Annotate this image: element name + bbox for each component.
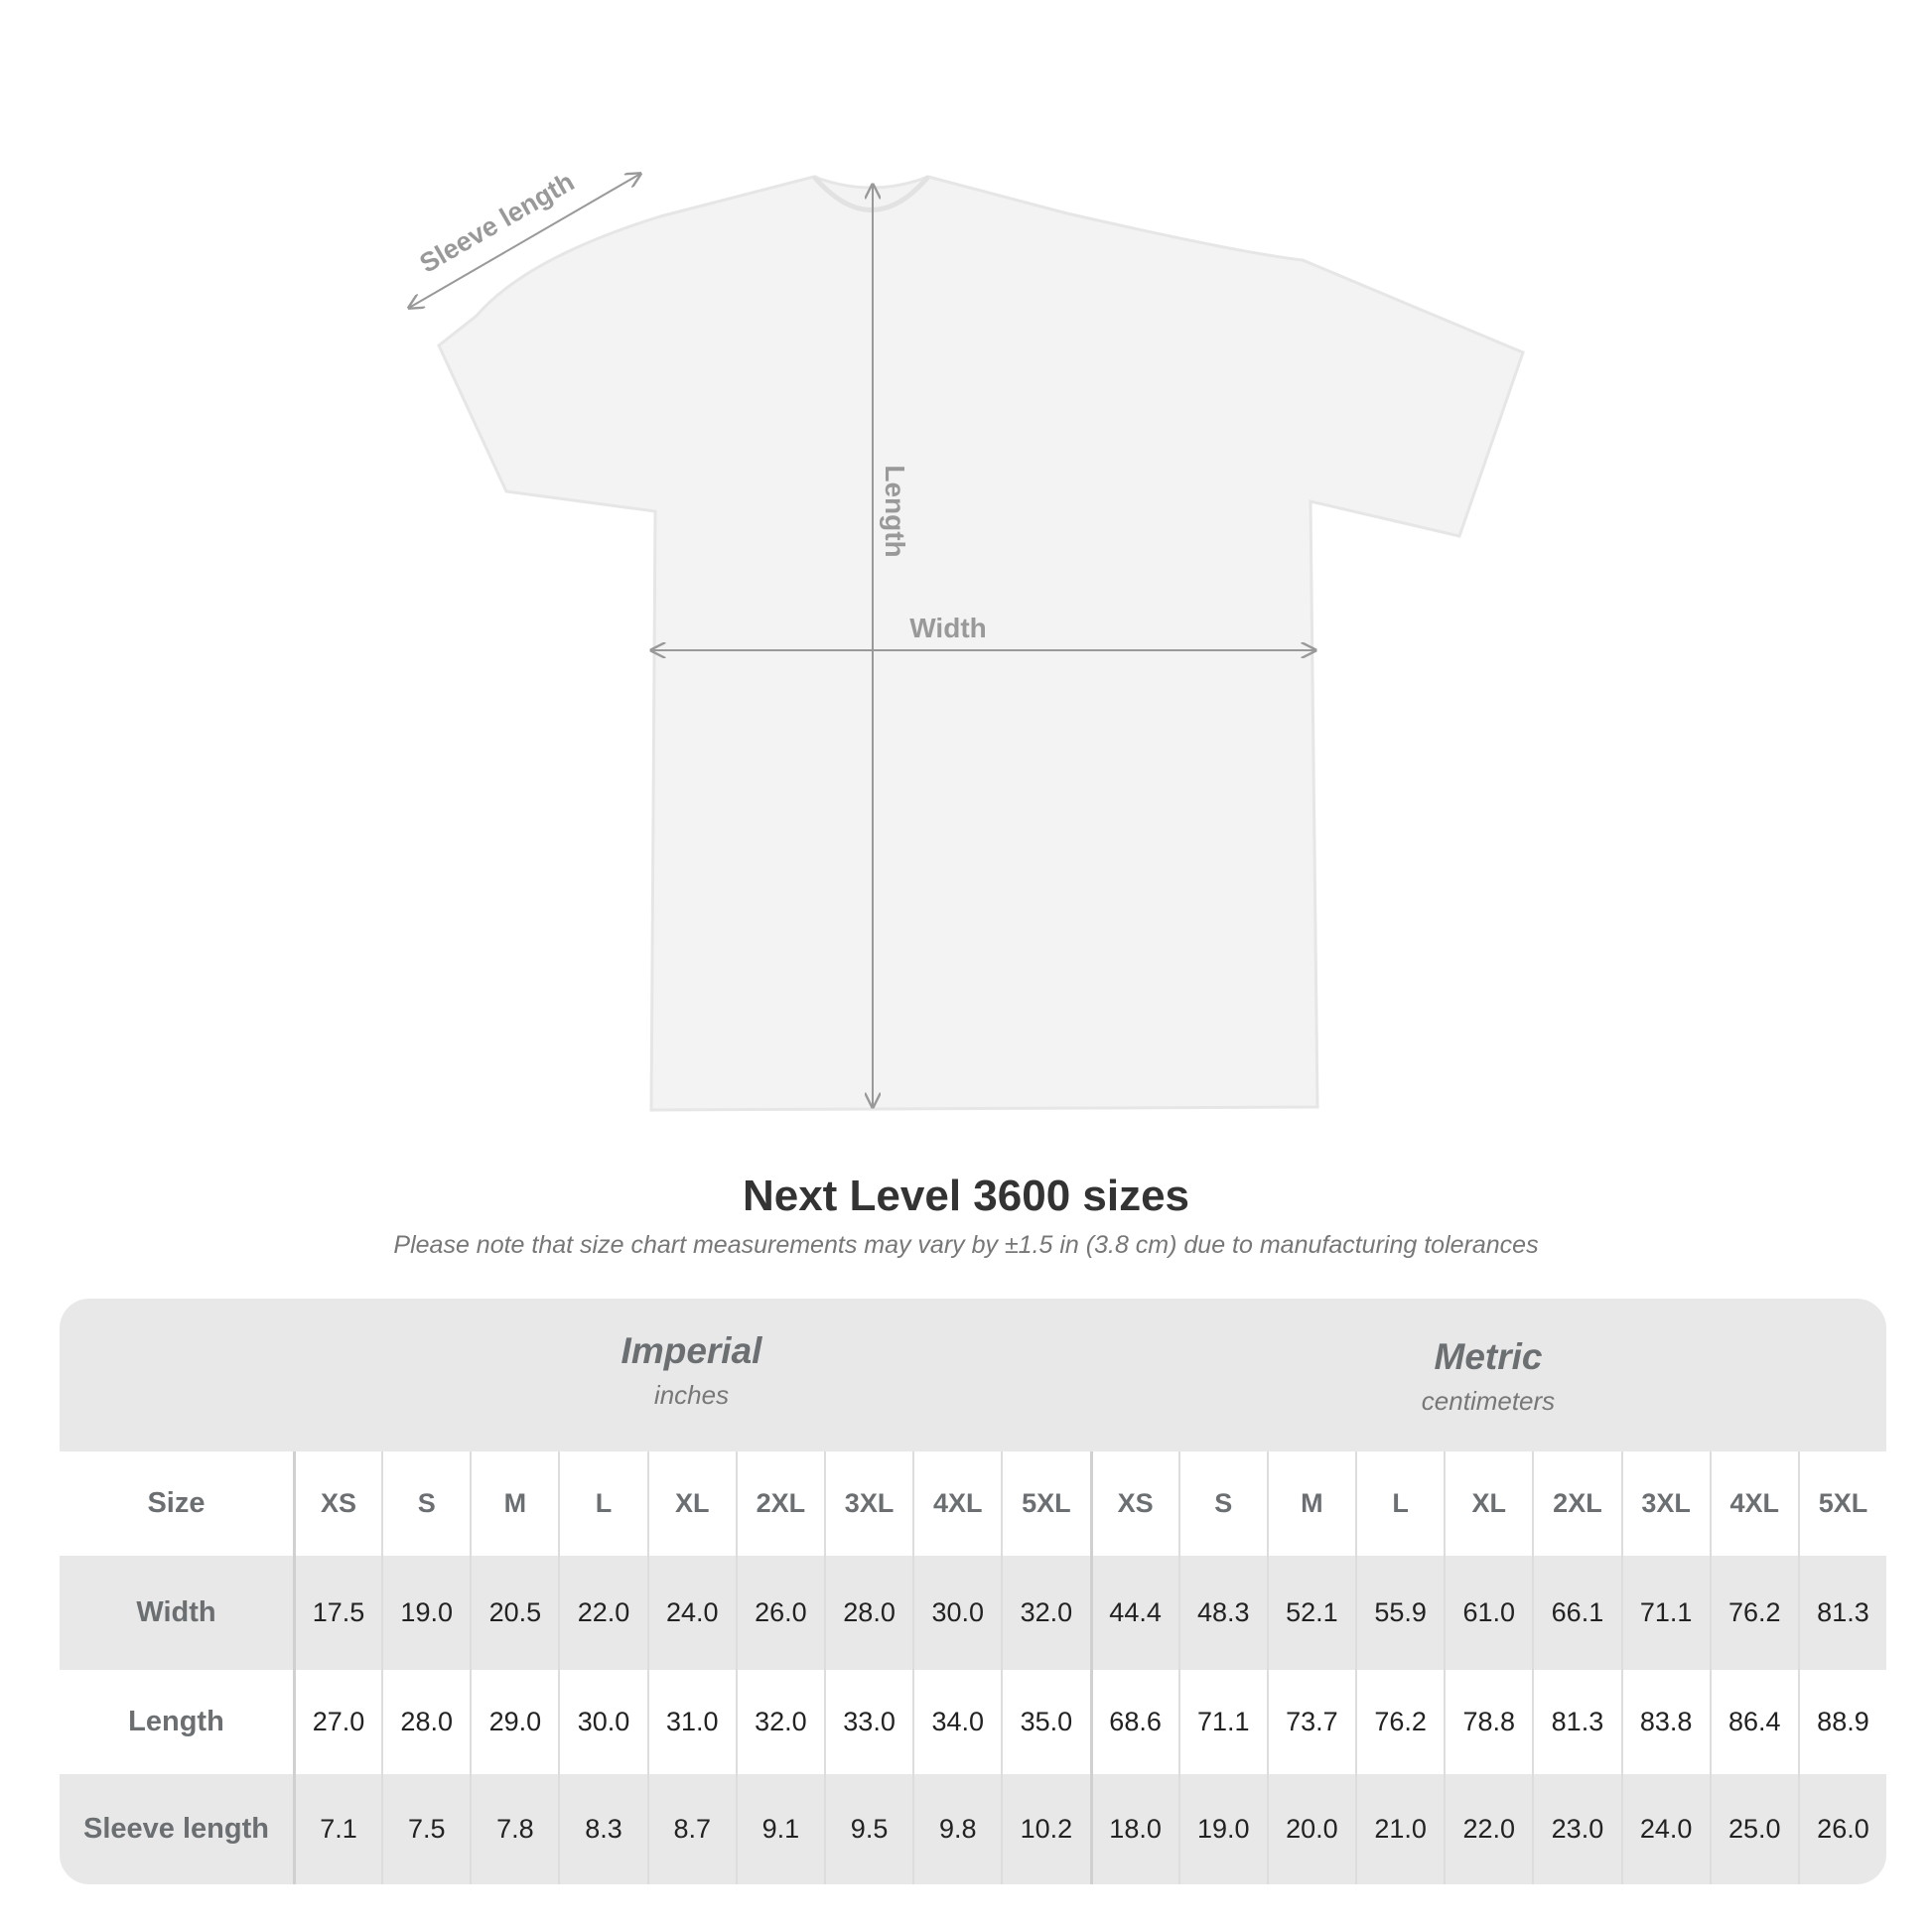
metric-value-cell: 66.1 xyxy=(1532,1556,1620,1670)
metric-value-cell: 88.9 xyxy=(1797,1670,1886,1774)
metric-value-cell: 44.4 xyxy=(1089,1556,1178,1670)
imperial-value-cell: 9.8 xyxy=(912,1774,1001,1884)
metric-value-cell: 22.0 xyxy=(1444,1774,1532,1884)
metric-value-cell: 23.0 xyxy=(1532,1774,1620,1884)
metric-unit: centimeters xyxy=(1421,1386,1556,1416)
imperial-value-cell: 26.0 xyxy=(735,1556,824,1670)
metric-value-cell: 86.4 xyxy=(1709,1670,1798,1774)
row-label: Sleeve length xyxy=(82,1813,269,1845)
metric-size-header: M xyxy=(1266,1451,1355,1556)
imperial-size-header: L xyxy=(558,1451,646,1556)
imperial-value-cell: 10.2 xyxy=(1001,1774,1089,1884)
metric-value-cell: 68.6 xyxy=(1089,1670,1178,1774)
table-row: Sleeve length 7.1 7.5 7.8 8.3 8.7 9.1 9.5 9.8 10.… xyxy=(60,1774,1886,1884)
imperial-value-cell: 8.3 xyxy=(558,1774,646,1884)
table-row: Width 17.5 19.0 20.5 22.0 24.0 26.0 28.0 30.0 32.… xyxy=(60,1556,1886,1670)
imperial-value-cell: 29.0 xyxy=(470,1670,558,1774)
width-label: Width xyxy=(909,613,987,643)
tshirt-shape xyxy=(437,175,1525,1112)
metric-value-cell: 78.8 xyxy=(1444,1670,1532,1774)
imperial-value-cell: 27.0 xyxy=(292,1670,381,1774)
metric-value-cell: 76.2 xyxy=(1709,1556,1798,1670)
metric-label: Metric xyxy=(1434,1336,1543,1377)
metric-size-header: 5XL xyxy=(1797,1451,1886,1556)
metric-value-cell: 76.2 xyxy=(1355,1670,1444,1774)
metric-size-header: XS xyxy=(1089,1451,1178,1556)
row-label: Width xyxy=(136,1596,216,1628)
metric-value-cell: 21.0 xyxy=(1355,1774,1444,1884)
imperial-value-cell: 32.0 xyxy=(1001,1556,1089,1670)
metric-size-header: 4XL xyxy=(1709,1451,1798,1556)
metric-value-cell: 71.1 xyxy=(1620,1556,1710,1670)
imperial-label: Imperial xyxy=(621,1330,762,1371)
metric-value-cell: 52.1 xyxy=(1266,1556,1355,1670)
metric-header: Metric centimeters xyxy=(1090,1299,1886,1451)
metric-value-cell: 19.0 xyxy=(1177,1774,1267,1884)
imperial-value-cell: 20.5 xyxy=(470,1556,558,1670)
imperial-size-header: S xyxy=(381,1451,470,1556)
metric-value-cell: 48.3 xyxy=(1177,1556,1267,1670)
imperial-value-cell: 9.1 xyxy=(735,1774,824,1884)
metric-value-cell: 55.9 xyxy=(1355,1556,1444,1670)
length-label: Length xyxy=(880,465,910,557)
metric-value-cell: 24.0 xyxy=(1620,1774,1710,1884)
metric-value-cell: 83.8 xyxy=(1620,1670,1710,1774)
metric-value-cell: 81.3 xyxy=(1797,1556,1886,1670)
row-label: Size xyxy=(147,1487,206,1519)
metric-value-cell: 81.3 xyxy=(1532,1670,1620,1774)
imperial-size-header: 2XL xyxy=(735,1451,824,1556)
imperial-size-header: M xyxy=(470,1451,558,1556)
imperial-value-cell: 19.0 xyxy=(381,1556,470,1670)
page-title: Next Level 3600 sizes xyxy=(742,1172,1190,1220)
imperial-value-cell: 28.0 xyxy=(381,1670,470,1774)
table-row: Length 27.0 28.0 29.0 30.0 31.0 32.0 33.0 34.0 35… xyxy=(60,1670,1886,1774)
metric-size-header: 3XL xyxy=(1620,1451,1710,1556)
size-header-row: Size XS S M L XL 2XL 3XL 4XL 5XL XS S M L XL 2XL 3XL 4XL 5… xyxy=(60,1451,1886,1556)
metric-value-cell: 71.1 xyxy=(1177,1670,1267,1774)
imperial-value-cell: 35.0 xyxy=(1001,1670,1089,1774)
metric-value-cell: 20.0 xyxy=(1266,1774,1355,1884)
metric-value-cell: 61.0 xyxy=(1444,1556,1532,1670)
imperial-value-cell: 7.1 xyxy=(292,1774,381,1884)
imperial-unit: inches xyxy=(653,1380,730,1410)
imperial-size-header: 4XL xyxy=(912,1451,1001,1556)
imperial-size-header: XL xyxy=(646,1451,736,1556)
metric-size-header: 2XL xyxy=(1532,1451,1620,1556)
imperial-value-cell: 8.7 xyxy=(646,1774,736,1884)
imperial-value-cell: 34.0 xyxy=(912,1670,1001,1774)
imperial-value-cell: 7.5 xyxy=(381,1774,470,1884)
imperial-value-cell: 31.0 xyxy=(646,1670,736,1774)
metric-value-cell: 26.0 xyxy=(1797,1774,1886,1884)
imperial-value-cell: 28.0 xyxy=(823,1556,912,1670)
imperial-size-header: XS xyxy=(292,1451,381,1556)
size-chart-table: Imperial inches Metric centimeters Size X… xyxy=(60,1299,1886,1884)
imperial-value-cell: 9.5 xyxy=(823,1774,912,1884)
imperial-value-cell: 30.0 xyxy=(912,1556,1001,1670)
imperial-value-cell: 33.0 xyxy=(823,1670,912,1774)
imperial-value-cell: 30.0 xyxy=(558,1670,646,1774)
metric-value-cell: 73.7 xyxy=(1266,1670,1355,1774)
row-label: Length xyxy=(128,1706,224,1737)
metric-value-cell: 18.0 xyxy=(1089,1774,1178,1884)
sleeve-length-arrow xyxy=(409,174,640,308)
tolerance-note: Please note that size chart measurements… xyxy=(393,1231,1539,1259)
imperial-value-cell: 7.8 xyxy=(470,1774,558,1884)
metric-size-header: L xyxy=(1355,1451,1444,1556)
imperial-header: Imperial inches xyxy=(293,1299,1090,1451)
imperial-size-header: 3XL xyxy=(823,1451,912,1556)
imperial-value-cell: 22.0 xyxy=(558,1556,646,1670)
metric-size-header: S xyxy=(1177,1451,1267,1556)
metric-value-cell: 25.0 xyxy=(1709,1774,1798,1884)
imperial-value-cell: 17.5 xyxy=(292,1556,381,1670)
imperial-size-header: 5XL xyxy=(1001,1451,1089,1556)
imperial-value-cell: 24.0 xyxy=(646,1556,736,1670)
tshirt-measurement-diagram: Sleeve length Length Width xyxy=(0,167,1525,1112)
metric-size-header: XL xyxy=(1444,1451,1532,1556)
imperial-value-cell: 32.0 xyxy=(735,1670,824,1774)
